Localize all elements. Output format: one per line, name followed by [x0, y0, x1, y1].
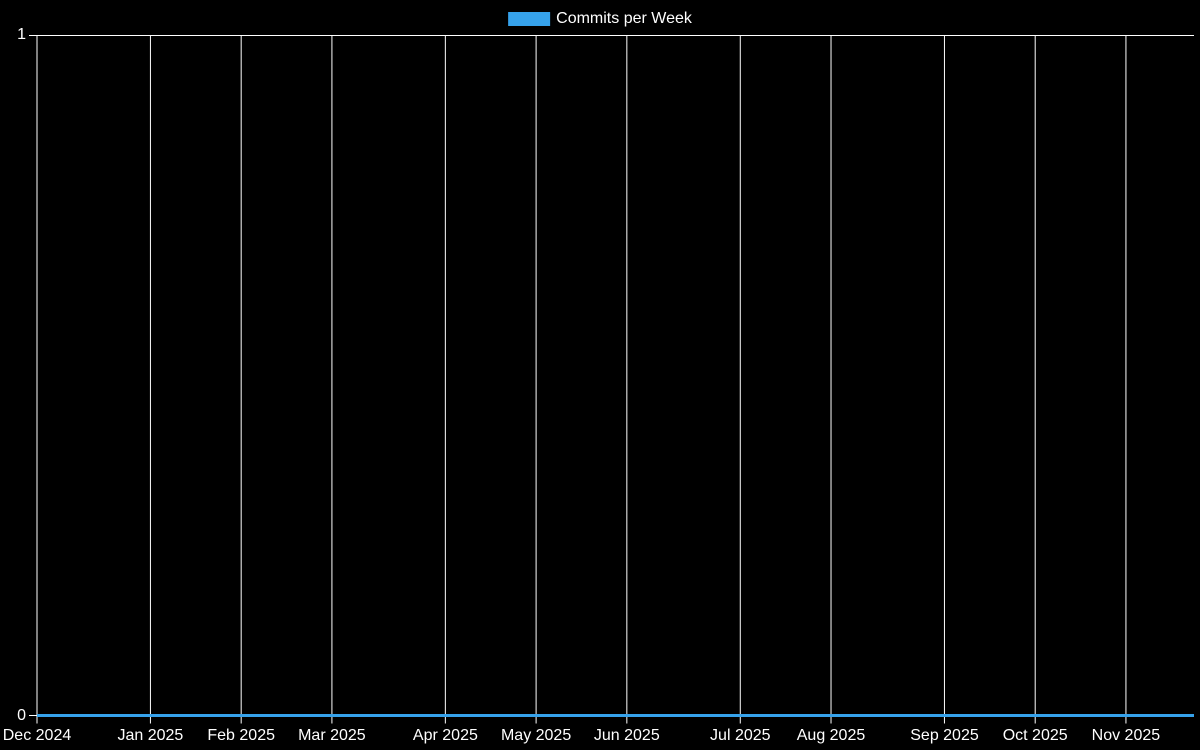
x-axis-label: Feb 2025 — [207, 727, 275, 744]
x-axis-label: Apr 2025 — [412, 727, 478, 744]
x-axis-label: Jan 2025 — [117, 727, 184, 744]
x-axis-label: Nov 2025 — [1091, 727, 1161, 744]
x-axis-label: Aug 2025 — [796, 727, 866, 744]
legend-label: Commits per Week — [556, 10, 692, 27]
legend-swatch — [508, 12, 551, 26]
x-axis-label: Dec 2024 — [2, 727, 72, 744]
x-axis-label: May 2025 — [500, 727, 572, 744]
x-axis-label: Jul 2025 — [710, 727, 771, 744]
x-axis-label: Mar 2025 — [298, 727, 366, 744]
y-axis-label-0: 0 — [17, 707, 26, 724]
y-axis-label-1: 1 — [17, 26, 26, 43]
chart-legend[interactable]: Commits per Week — [508, 10, 692, 28]
x-axis-label: Oct 2025 — [1002, 727, 1068, 744]
x-axis-label: Jun 2025 — [593, 727, 660, 744]
x-axis-label: Sep 2025 — [910, 727, 979, 744]
